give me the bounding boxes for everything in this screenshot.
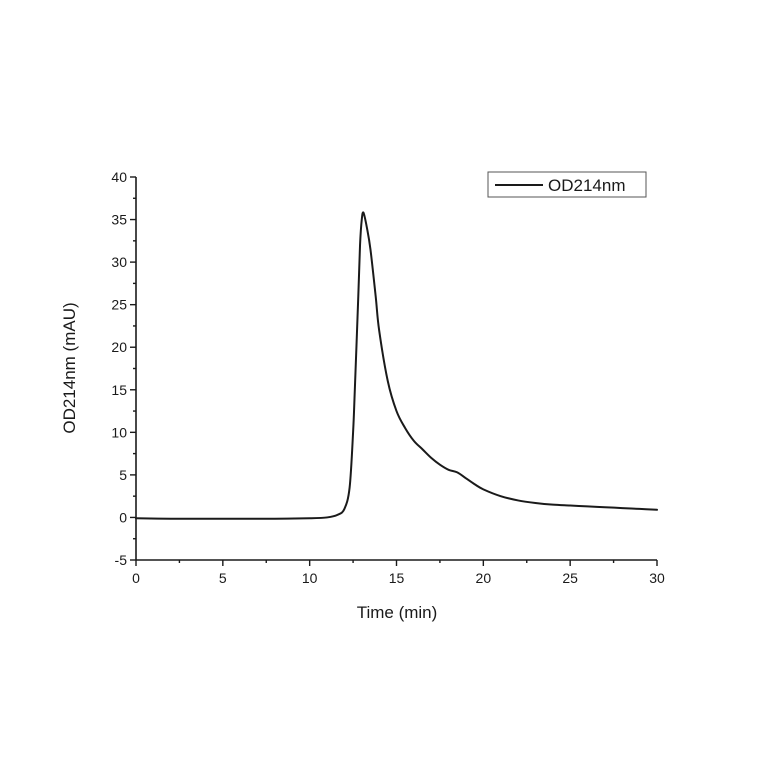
y-tick-label: 30: [111, 254, 127, 270]
x-tick-label: 15: [389, 570, 405, 586]
y-tick-label: -5: [115, 552, 128, 568]
x-tick-label: 5: [219, 570, 227, 586]
y-tick-label: 15: [111, 382, 127, 398]
x-tick-label: 30: [649, 570, 665, 586]
y-tick-label: 20: [111, 339, 127, 355]
od214nm-trace: [135, 211, 658, 520]
y-tick-label: 35: [111, 212, 127, 228]
x-tick-label: 25: [562, 570, 578, 586]
y-tick-label: 5: [119, 467, 127, 483]
x-tick-label: 10: [302, 570, 318, 586]
x-axis-title: Time (min): [357, 603, 438, 622]
y-tick-label: 10: [111, 424, 127, 440]
y-tick-label: 25: [111, 297, 127, 313]
y-tick-label: 40: [111, 169, 127, 185]
x-tick-label: 20: [476, 570, 492, 586]
legend: OD214nm: [487, 171, 647, 198]
x-tick-label: 0: [132, 570, 140, 586]
axes: [135, 177, 657, 561]
y-axis-title: OD214nm (mAU): [60, 302, 79, 433]
legend-label: OD214nm: [548, 176, 625, 195]
y-tick-label: 0: [119, 509, 127, 525]
